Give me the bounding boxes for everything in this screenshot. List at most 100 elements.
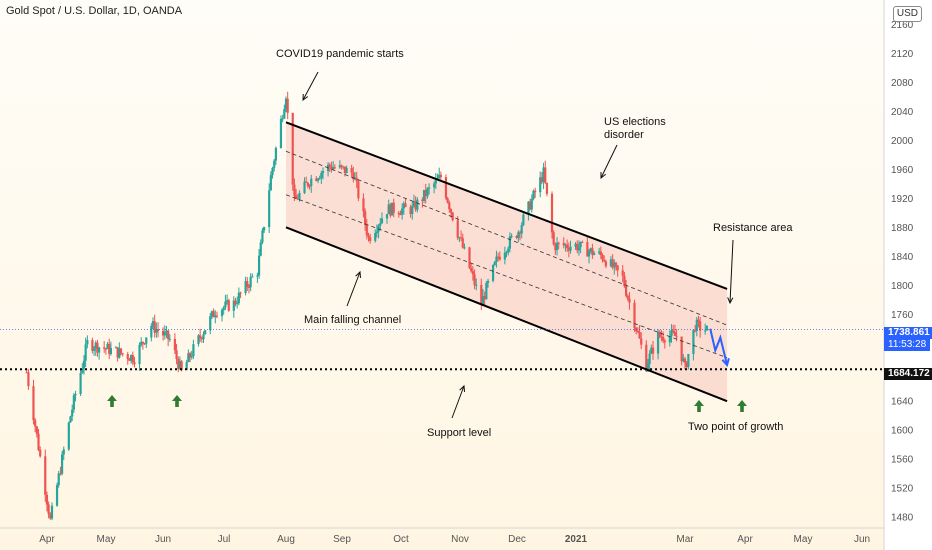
candle-body [108,343,111,355]
candle-body [574,243,577,247]
candle-body [25,372,28,374]
y-tick-label: 2160 [891,20,914,31]
chart-title: Gold Spot / U.S. Dollar, 1D, OANDA [6,5,183,17]
candle-body [315,178,318,181]
candle-body [328,164,331,167]
candle-body [459,237,463,239]
candle-body [268,190,271,228]
candle-body [47,504,50,515]
annotation-elections-line2: disorder [604,129,644,141]
candle-body [399,214,402,216]
candle-body [57,473,60,486]
current-price-tag: 1738.861 [884,327,932,339]
candle-body [402,203,405,209]
currency-badge[interactable]: USD [892,6,922,22]
candle-body [234,300,237,305]
candle-body [409,207,412,215]
candle-body [365,224,368,236]
candle-body [247,286,251,288]
candle-body [188,353,192,358]
candle-body [320,172,323,179]
candle-body [367,235,370,238]
candle-body [79,372,82,395]
candle-body [507,248,510,253]
candle-body [663,340,666,343]
candle-body [303,181,306,194]
candle-body [374,233,377,241]
candle-body [39,449,42,457]
candle-body [145,337,148,344]
candle-body [224,301,227,308]
annotation-resistance: Resistance area [713,222,793,234]
candle-body [564,244,567,246]
candle-body [153,321,156,333]
candle-body [603,259,606,262]
x-tick-label: Oct [393,534,409,545]
x-tick-label: Jul [218,534,231,545]
candle-body [352,172,355,180]
candle-body [343,166,347,174]
candle-body [92,348,96,351]
candle-body [187,353,190,363]
candle-body [32,386,35,421]
channel-arrow [346,271,361,307]
candle-body [401,208,404,215]
candle-body [162,330,165,336]
candle-body [178,361,182,369]
candle-body [626,295,629,299]
candle-body [251,276,254,278]
candle-body [658,331,661,337]
candle-body [587,251,591,257]
candle-body [375,231,379,234]
candle-body [316,178,320,181]
candle-body [305,181,308,183]
candle-body [416,199,419,210]
candle-body [215,315,219,317]
candle-body [705,325,708,331]
candle-body [581,241,584,243]
candle-body [163,331,166,336]
channel-upper-line [285,121,728,290]
candle-body [151,321,155,326]
candle-body [256,275,259,277]
candle-body [426,188,429,197]
candle-body [273,160,276,168]
annotation-growth: Two point of growth [688,421,784,433]
y-tick-label: 1480 [891,513,914,524]
candle-body [387,204,390,215]
candle-body [126,353,129,360]
candle-body [569,246,572,251]
candle-body [505,252,508,254]
support-price-tag: 1684.172 [884,368,932,380]
candle-body [554,244,557,251]
candle-body [646,364,650,372]
candle-body [263,227,266,231]
candle-body [624,286,628,296]
candle-body [433,183,436,188]
candle-body [414,201,417,210]
candle-body [704,330,707,332]
candle-body [444,177,448,199]
candle-body [212,311,215,318]
y-tick-label: 1840 [891,252,914,263]
candle-body [470,268,473,272]
candle-body [508,236,512,249]
candle-body [298,193,301,200]
candle-body [539,177,542,193]
candle-body [540,177,543,183]
candle-body [362,198,365,212]
x-tick-label: Jun [155,534,171,545]
candles-group [25,91,708,521]
candle-body [380,218,384,224]
candle-body [155,329,158,333]
candle-body [529,201,532,210]
candle-body [369,237,372,241]
covid-arrow [302,71,319,101]
candle-body [579,241,582,248]
candle-body [209,316,212,331]
candle-body [510,235,513,237]
x-tick-label: Apr [39,534,55,545]
candle-body [49,514,52,519]
